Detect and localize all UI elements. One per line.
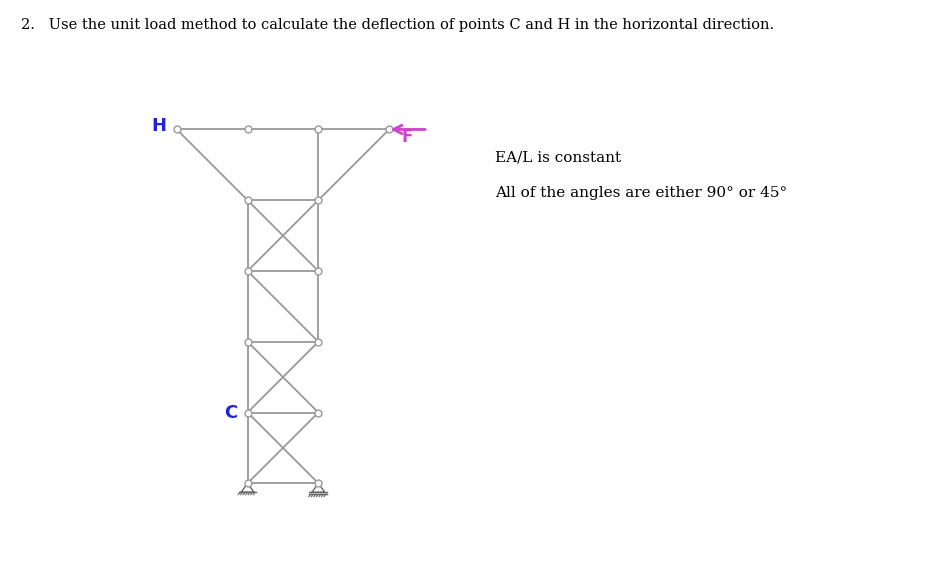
Text: C: C [224, 403, 237, 421]
Text: H: H [151, 117, 166, 135]
Text: 2.   Use the unit load method to calculate the deflection of points C and H in t: 2. Use the unit load method to calculate… [21, 18, 774, 32]
Text: F: F [402, 127, 413, 146]
Text: All of the angles are either 90° or 45°: All of the angles are either 90° or 45° [495, 186, 788, 200]
Text: EA/L is constant: EA/L is constant [495, 151, 621, 165]
